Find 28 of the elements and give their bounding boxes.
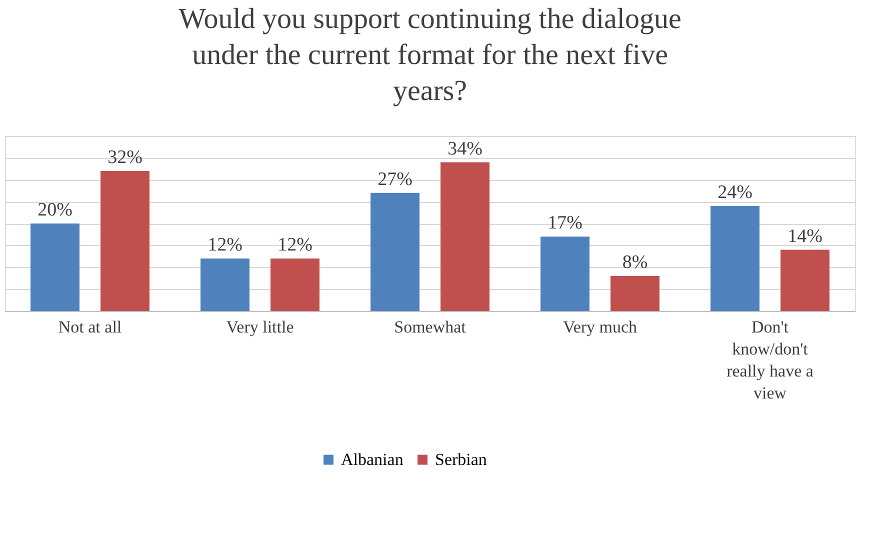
x-tick-label: Don't know/don't really have a view [726,318,814,402]
bar [370,192,420,311]
data-label: 17% [548,212,583,234]
bar [200,258,250,311]
data-label: 20% [38,200,73,220]
x-tick-label: Very little [226,318,294,336]
data-label: 27% [378,168,413,190]
bar [30,224,80,311]
data-label: 14% [788,226,823,247]
legend-label: Serbian [435,450,488,469]
data-label: 12% [278,234,313,256]
x-tick-label: Very much [562,318,638,336]
data-label: 32% [108,147,143,168]
data-label: 34% [448,138,483,160]
chart-title: Would you support continuing the dialogue under the current format for the next five years? [178,3,682,107]
bar [610,276,660,311]
data-label: 24% [718,182,753,203]
data-label: 12% [208,234,243,256]
bar [540,236,590,311]
data-label: 8% [622,252,648,273]
bar [270,258,320,311]
legend-label: Albanian [341,450,404,469]
bar [440,162,490,311]
bar [100,171,150,311]
bar [710,206,760,311]
bar [780,250,830,311]
x-tick-label: Not at all [58,318,122,336]
x-tick-label: Somewhat [394,318,466,336]
